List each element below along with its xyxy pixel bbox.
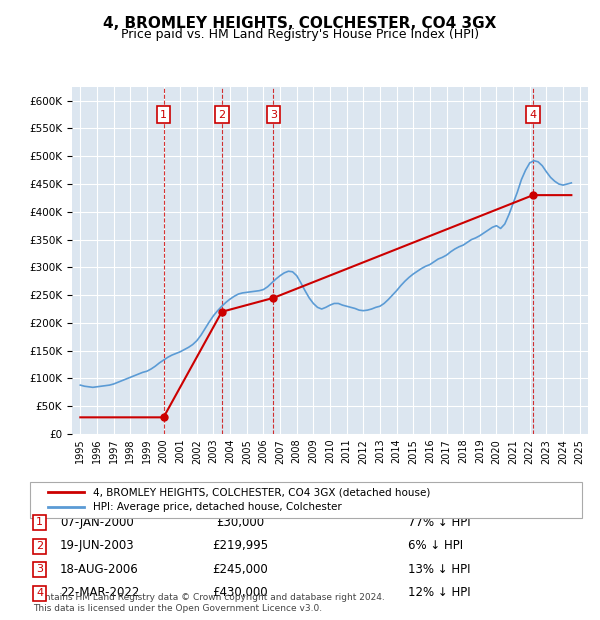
Text: 3: 3 [270,110,277,120]
Text: 22-MAR-2022: 22-MAR-2022 [60,587,139,599]
Text: Contains HM Land Registry data © Crown copyright and database right 2024.
This d: Contains HM Land Registry data © Crown c… [33,593,385,613]
Text: 4: 4 [36,588,43,598]
Text: HPI: Average price, detached house, Colchester: HPI: Average price, detached house, Colc… [93,502,342,512]
Text: £245,000: £245,000 [212,563,268,575]
Text: 4, BROMLEY HEIGHTS, COLCHESTER, CO4 3GX (detached house): 4, BROMLEY HEIGHTS, COLCHESTER, CO4 3GX … [93,487,430,497]
Text: 13% ↓ HPI: 13% ↓ HPI [408,563,470,575]
Text: £30,000: £30,000 [216,516,264,528]
Text: 4, BROMLEY HEIGHTS, COLCHESTER, CO4 3GX: 4, BROMLEY HEIGHTS, COLCHESTER, CO4 3GX [103,16,497,30]
Text: 07-JAN-2000: 07-JAN-2000 [60,516,134,528]
Text: £430,000: £430,000 [212,587,268,599]
Text: 1: 1 [160,110,167,120]
Text: 2: 2 [36,541,43,551]
Text: Price paid vs. HM Land Registry's House Price Index (HPI): Price paid vs. HM Land Registry's House … [121,28,479,41]
Text: 3: 3 [36,564,43,574]
Text: 4: 4 [530,110,536,120]
Text: 1: 1 [36,517,43,527]
Text: 12% ↓ HPI: 12% ↓ HPI [408,587,470,599]
Text: 2: 2 [218,110,226,120]
Text: 19-JUN-2003: 19-JUN-2003 [60,539,134,552]
Text: £219,995: £219,995 [212,539,268,552]
Text: 18-AUG-2006: 18-AUG-2006 [60,563,139,575]
Text: 6% ↓ HPI: 6% ↓ HPI [408,539,463,552]
Text: 77% ↓ HPI: 77% ↓ HPI [408,516,470,528]
